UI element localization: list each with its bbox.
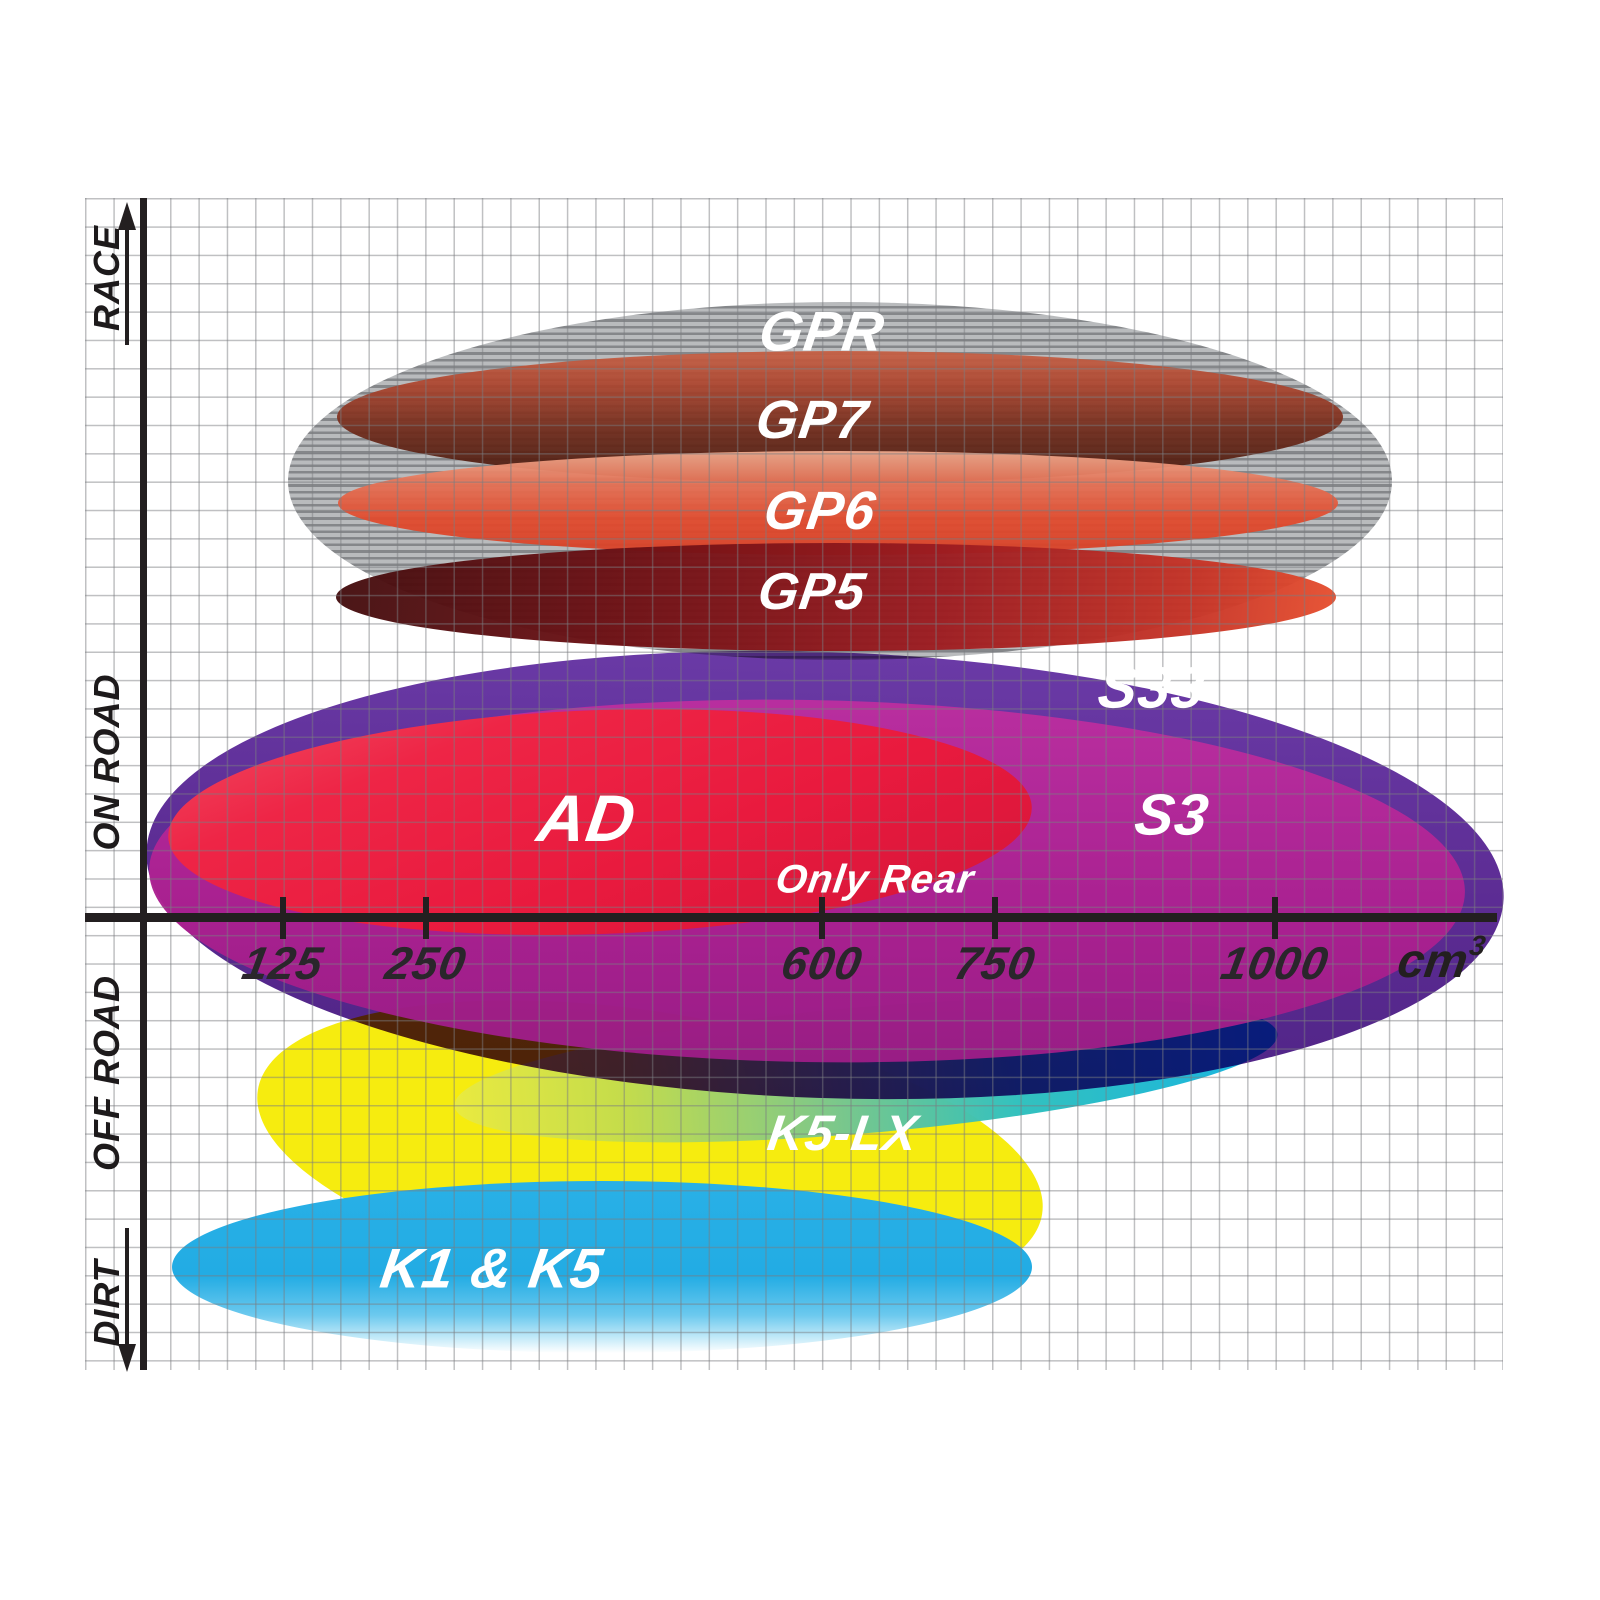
x-axis-unit-base: cm — [1394, 935, 1472, 988]
category-label-on-road: ON ROAD — [86, 673, 127, 851]
x-tick-600 — [819, 897, 825, 939]
x-tick-125 — [280, 897, 286, 939]
x-axis-unit-exponent: 3 — [1467, 930, 1488, 961]
ellipse-gp6 — [338, 451, 1338, 555]
x-tick-label-250: 250 — [381, 937, 471, 989]
category-label-off-road: OFF ROAD — [86, 975, 127, 1171]
x-tick-250 — [423, 897, 429, 939]
annotation-only-rear: Only Rear — [772, 857, 978, 902]
label-k1k5: K1 & K5 — [376, 1236, 608, 1300]
category-label-dirt: DIRT — [86, 1259, 127, 1347]
ellipse-gp5 — [336, 543, 1336, 651]
label-k5lx: K5-LX — [764, 1105, 922, 1161]
race-up-arrow-shaft — [125, 228, 129, 345]
x-tick-label-1000: 1000 — [1217, 937, 1333, 989]
x-tick-label-125: 125 — [238, 937, 328, 989]
x-tick-1000 — [1272, 897, 1278, 939]
label-gp6: GP6 — [760, 481, 880, 541]
label-s3: S3 — [1130, 782, 1214, 848]
label-gp7: GP7 — [752, 390, 872, 450]
label-gp5: GP5 — [754, 563, 870, 621]
x-tick-label-600: 600 — [777, 937, 867, 989]
race-up-arrow-head — [118, 202, 136, 230]
dirt-down-arrow-head — [118, 1344, 136, 1372]
label-ad: AD — [533, 781, 641, 855]
dirt-down-arrow-shaft — [125, 1228, 129, 1344]
x-tick-750 — [992, 897, 998, 939]
x-axis-unit-label: cm 3 — [1394, 930, 1487, 988]
label-gpr: GPR — [755, 299, 889, 363]
x-tick-label-750: 750 — [950, 937, 1040, 989]
y-axis-line — [140, 198, 147, 1370]
x-axis-line — [85, 913, 1497, 922]
category-label-race: RACE — [86, 224, 127, 332]
ellipse-k1k5 — [172, 1181, 1032, 1353]
label-s33: S33 — [1094, 655, 1210, 721]
